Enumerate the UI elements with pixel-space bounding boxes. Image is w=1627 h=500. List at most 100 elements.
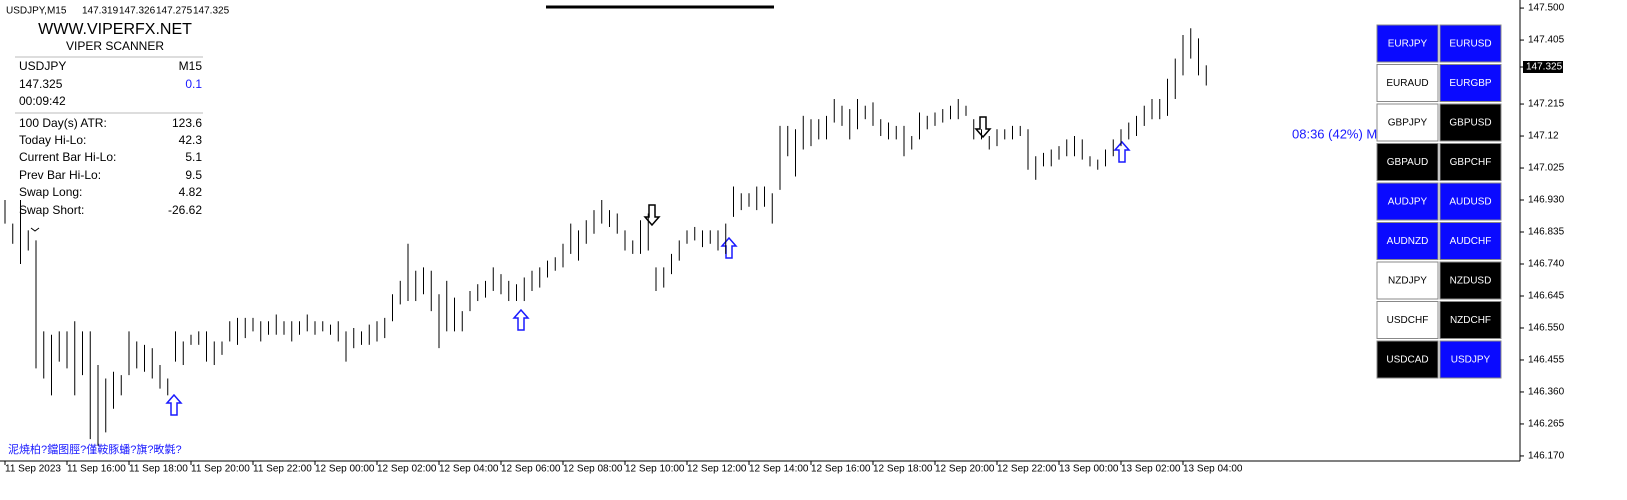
- pair-label[interactable]: NZDCHF: [1450, 315, 1491, 326]
- pair-label[interactable]: GBPUSD: [1449, 118, 1491, 129]
- info-label: USDJPY: [19, 59, 66, 73]
- pair-button[interactable]: [1439, 143, 1502, 181]
- pair-button[interactable]: [1439, 301, 1502, 339]
- info-value: 42.3: [179, 133, 203, 147]
- x-tick-label: 12 Sep 18:00: [873, 464, 933, 475]
- bar-timer: 08:36 (42%) M15: [1292, 126, 1392, 141]
- x-tick-label: 13 Sep 00:00: [1059, 464, 1119, 475]
- y-tick-label: 147.12: [1528, 131, 1559, 142]
- y-tick-label: 147.025: [1528, 163, 1565, 174]
- last-price-label: 147.325: [1526, 62, 1563, 73]
- x-tick-label: 12 Sep 14:00: [749, 464, 809, 475]
- pair-label[interactable]: EURJPY: [1388, 39, 1428, 50]
- pair-button[interactable]: [1376, 182, 1439, 221]
- y-tick-label: 147.405: [1528, 35, 1565, 46]
- pair-label[interactable]: EURAUD: [1386, 78, 1428, 89]
- y-tick-label: 146.360: [1528, 387, 1565, 398]
- pair-label[interactable]: AUDNZD: [1387, 236, 1429, 247]
- pair-button[interactable]: [1439, 222, 1502, 260]
- pair-button[interactable]: [1439, 24, 1502, 63]
- buy-arrow: [165, 393, 183, 416]
- pair-button[interactable]: [1376, 143, 1439, 181]
- x-tick-label: 13 Sep 02:00: [1121, 464, 1181, 475]
- info-label: Prev Bar Hi-Lo:: [19, 168, 101, 182]
- y-tick-label: 147.500: [1528, 3, 1565, 14]
- pair-button[interactable]: [1439, 340, 1502, 379]
- buy-arrow: [512, 308, 530, 331]
- info-label: Today Hi-Lo:: [19, 133, 86, 147]
- pair-button[interactable]: [1376, 261, 1439, 300]
- sell-arrow: [974, 116, 992, 139]
- pair-button[interactable]: [1376, 301, 1439, 339]
- header-price: 147.319: [82, 6, 119, 17]
- pair-label[interactable]: AUDUSD: [1449, 197, 1491, 208]
- x-tick-label: 12 Sep 12:00: [687, 464, 747, 475]
- footer-text: 泥焼柏?鐺图脛?僅鞍豚蟠?旗?畋氋?: [8, 442, 182, 456]
- pair-label[interactable]: NZDUSD: [1450, 276, 1492, 287]
- pair-button[interactable]: [1376, 64, 1439, 102]
- info-label: 147.325: [19, 77, 63, 91]
- pair-label[interactable]: EURGBP: [1449, 78, 1492, 89]
- y-tick-label: 147.215: [1528, 99, 1565, 110]
- info-value: 0.1: [185, 77, 202, 91]
- pair-label[interactable]: GBPAUD: [1387, 157, 1429, 168]
- last-price-tag: [1523, 60, 1563, 73]
- y-tick-label: 146.740: [1528, 259, 1565, 270]
- header-symbol: USDJPY,M15: [6, 6, 67, 17]
- pair-label[interactable]: AUDJPY: [1388, 197, 1428, 208]
- info-value: 5.1: [185, 150, 202, 164]
- pair-button[interactable]: [1439, 261, 1502, 300]
- bars: [4, 28, 1207, 446]
- collapse-caret: [30, 227, 40, 232]
- header-price: 147.326: [119, 6, 156, 17]
- buy-arrow: [1113, 140, 1131, 163]
- info-value: -26.62: [168, 203, 202, 217]
- x-tick-label: 12 Sep 06:00: [501, 464, 561, 475]
- y-tick-label: 146.550: [1528, 323, 1565, 334]
- x-tick-label: 11 Sep 16:00: [67, 464, 126, 475]
- x-tick-label: 11 Sep 18:00: [129, 464, 188, 475]
- info-label: Current Bar Hi-Lo:: [19, 150, 116, 164]
- y-tick-label: 146.645: [1528, 291, 1565, 302]
- pair-label[interactable]: USDJPY: [1451, 355, 1491, 366]
- y-tick-label: 146.930: [1528, 195, 1565, 206]
- x-tick-label: 12 Sep 02:00: [377, 464, 437, 475]
- info-value: 123.6: [172, 116, 202, 130]
- buy-arrows: [165, 140, 1131, 416]
- info-label: 00:09:42: [19, 94, 66, 108]
- x-tick-label: 11 Sep 20:00: [191, 464, 250, 475]
- pair-button[interactable]: [1376, 103, 1439, 142]
- pair-label[interactable]: AUDCHF: [1450, 236, 1492, 247]
- x-tick-label: 12 Sep 22:00: [997, 464, 1057, 475]
- info-value: 9.5: [185, 168, 202, 182]
- y-tick-label: 146.835: [1528, 227, 1565, 238]
- x-tick-label: 12 Sep 10:00: [625, 464, 685, 475]
- pair-label[interactable]: USDCAD: [1386, 355, 1428, 366]
- axes: 147.500 147.405 147.215 147.12 147.025 146.93…: [4, 3, 1565, 475]
- info-value: M15: [179, 59, 203, 73]
- y-tick-label: 146.265: [1528, 419, 1565, 430]
- pair-label[interactable]: GBPCHF: [1450, 157, 1492, 168]
- pair-button[interactable]: [1439, 182, 1502, 221]
- pair-button[interactable]: [1376, 222, 1439, 260]
- info-rows: USDJPY M15 147.325 0.1 00:09:42 100 Day(s) AT…: [19, 59, 202, 217]
- x-tick-label: 11 Sep 2023: [5, 464, 61, 475]
- pair-label[interactable]: GBPJPY: [1388, 118, 1428, 129]
- pair-button[interactable]: [1376, 24, 1439, 63]
- header-price: 147.275: [156, 6, 193, 17]
- pair-button[interactable]: [1439, 103, 1502, 142]
- scanner-grid: EURJPY EURUSD EURAUD EURGBP GBPJPY GBPUSD GBPA…: [1376, 24, 1502, 379]
- info-label: Swap Long:: [19, 185, 82, 199]
- x-tick-label: 13 Sep 04:00: [1183, 464, 1243, 475]
- pair-label[interactable]: EURUSD: [1449, 39, 1491, 50]
- x-tick-label: 11 Sep 22:00: [253, 464, 312, 475]
- x-tick-label: 12 Sep 08:00: [563, 464, 623, 475]
- pair-button[interactable]: [1376, 340, 1439, 379]
- y-tick-label: 146.170: [1528, 451, 1565, 462]
- pair-label[interactable]: USDCHF: [1387, 315, 1429, 326]
- pair-label[interactable]: NZDJPY: [1388, 276, 1427, 287]
- pair-button[interactable]: [1439, 64, 1502, 102]
- x-tick-label: 12 Sep 04:00: [439, 464, 499, 475]
